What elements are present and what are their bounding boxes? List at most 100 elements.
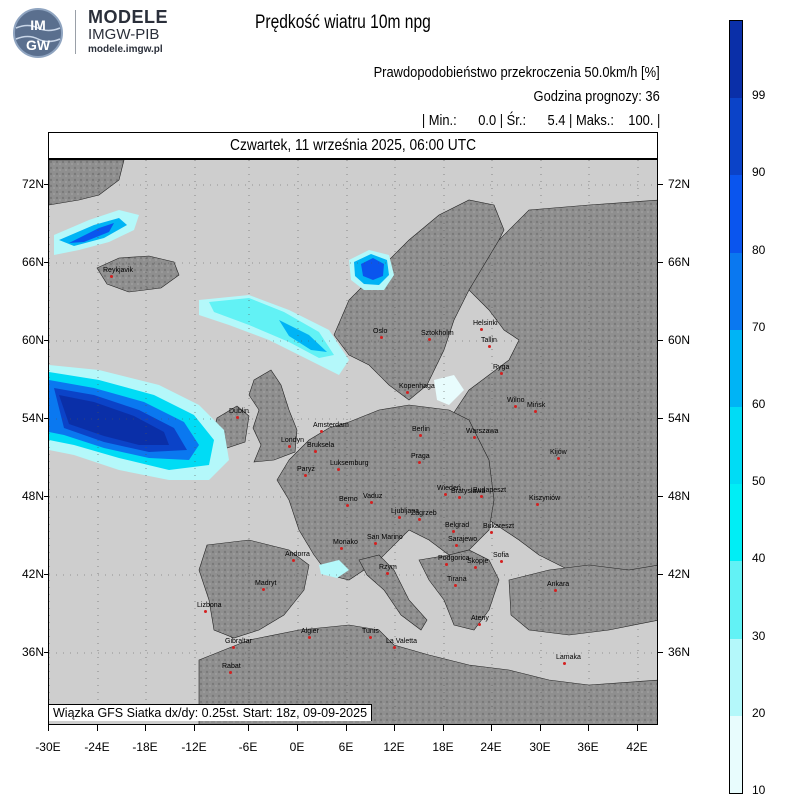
city-label: Zagrzeb bbox=[411, 510, 437, 517]
city-label: Madryt bbox=[255, 580, 277, 587]
city-marker bbox=[406, 391, 409, 394]
lon-label: 30E bbox=[529, 740, 551, 754]
colorbar-label: 90 bbox=[752, 165, 766, 180]
city-marker bbox=[320, 430, 323, 433]
city-label: Bratysława bbox=[451, 488, 486, 495]
colorbar-label: 20 bbox=[752, 705, 766, 720]
city-label: Paryż bbox=[297, 466, 315, 473]
colorbar-segment bbox=[730, 484, 742, 562]
city-label: Oslo bbox=[373, 328, 388, 335]
city-label: Kijów bbox=[550, 449, 567, 456]
city-label: Tunis bbox=[362, 628, 379, 635]
lat-tick bbox=[658, 418, 663, 419]
city-marker bbox=[488, 345, 491, 348]
iberia-landmass bbox=[198, 539, 310, 639]
city-marker bbox=[473, 436, 476, 439]
city-marker bbox=[386, 572, 389, 575]
balkans-landmass bbox=[418, 549, 500, 631]
colorbar-label: 99 bbox=[752, 88, 766, 103]
model-info-note: Wiązka GFS Siatka dx/dy: 0.25st. Start: … bbox=[49, 704, 373, 721]
lat-label-left: 36N bbox=[21, 645, 44, 659]
lon-label: 0E bbox=[289, 740, 305, 754]
colorbar-segment bbox=[730, 21, 742, 99]
lat-tick bbox=[658, 652, 663, 653]
colorbar-segment bbox=[730, 715, 742, 794]
colorbar-segment bbox=[730, 175, 742, 254]
lat-tick bbox=[658, 184, 663, 185]
colorbar-segment bbox=[730, 638, 742, 717]
lat-tick bbox=[658, 262, 663, 263]
city-marker bbox=[374, 542, 377, 545]
city-marker bbox=[534, 410, 537, 413]
lon-tick bbox=[443, 725, 444, 731]
city-label: Reykjavik bbox=[103, 267, 133, 274]
lat-tick bbox=[658, 574, 663, 575]
lat-tick bbox=[44, 340, 49, 341]
city-marker bbox=[557, 457, 560, 460]
probability-info: Prawdopodobieństwo przekroczenia 50.0km/… bbox=[373, 64, 660, 81]
colorbar-label: 80 bbox=[752, 242, 766, 257]
lat-label-left: 42N bbox=[21, 567, 44, 581]
city-marker bbox=[308, 636, 311, 639]
city-marker bbox=[514, 405, 517, 408]
city-label: Vaduz bbox=[363, 493, 383, 500]
lon-label: 12E bbox=[383, 740, 405, 754]
lon-label: -6E bbox=[238, 740, 258, 754]
city-label: La Valetta bbox=[386, 638, 418, 645]
city-label: Kopenhaga bbox=[399, 383, 435, 390]
city-marker bbox=[452, 530, 455, 533]
city-label: Berno bbox=[339, 496, 358, 503]
lat-tick bbox=[44, 574, 49, 575]
city-label: Monako bbox=[333, 539, 358, 546]
lon-tick bbox=[297, 725, 298, 731]
city-label: Wilno bbox=[507, 397, 525, 404]
lon-tick bbox=[394, 725, 395, 731]
lat-tick bbox=[44, 418, 49, 419]
north-africa-landmass bbox=[198, 624, 657, 724]
city-label: Helsinki bbox=[473, 320, 498, 327]
brand-divider bbox=[75, 10, 76, 54]
city-marker bbox=[478, 623, 481, 626]
city-marker bbox=[500, 560, 503, 563]
city-label: Skopje bbox=[467, 558, 489, 565]
city-label: Amsterdam bbox=[313, 422, 349, 429]
iceland-landmass bbox=[96, 255, 180, 293]
city-marker bbox=[490, 531, 493, 534]
colorbar-segment bbox=[730, 252, 742, 331]
city-marker bbox=[370, 501, 373, 504]
lat-label-left: 66N bbox=[21, 255, 44, 269]
city-marker bbox=[229, 671, 232, 674]
lon-tick bbox=[194, 725, 195, 731]
lon-tick bbox=[540, 725, 541, 731]
city-marker bbox=[232, 646, 235, 649]
city-marker bbox=[455, 544, 458, 547]
lat-tick bbox=[44, 652, 49, 653]
date-bar: Czwartek, 11 września 2025, 06:00 UTC bbox=[48, 132, 658, 159]
lat-label-right: 48N bbox=[668, 489, 691, 503]
lon-label: 6E bbox=[338, 740, 354, 754]
city-label: Bukareszt bbox=[483, 523, 515, 530]
city-marker bbox=[444, 493, 447, 496]
colorbar-label: 40 bbox=[752, 551, 766, 566]
lon-label: 42E bbox=[626, 740, 648, 754]
lon-label: -12E bbox=[181, 740, 207, 754]
city-label: Tirana bbox=[447, 576, 467, 583]
colorbar-segment bbox=[730, 407, 742, 485]
city-marker bbox=[445, 563, 448, 566]
brand-url[interactable]: modele.imgw.pl bbox=[88, 44, 163, 55]
city-label: Podgorica bbox=[438, 555, 470, 562]
city-label: Kiszyniów bbox=[529, 495, 561, 502]
date-text: Czwartek, 11 września 2025, 06:00 UTC bbox=[229, 137, 477, 154]
colorbar-segment bbox=[730, 329, 742, 408]
imgw-logo: IM GW bbox=[13, 8, 63, 58]
lat-tick bbox=[44, 496, 49, 497]
lon-tick bbox=[48, 725, 49, 731]
city-marker bbox=[480, 328, 483, 331]
lon-tick bbox=[145, 725, 146, 731]
page-title: Prędkość wiatru 10m npg bbox=[255, 12, 431, 33]
city-marker bbox=[393, 646, 396, 649]
city-label: Rabat bbox=[222, 663, 241, 670]
colorbar bbox=[729, 20, 743, 794]
colorbar-segment bbox=[730, 561, 742, 640]
city-label: Wiedeń bbox=[437, 485, 461, 492]
